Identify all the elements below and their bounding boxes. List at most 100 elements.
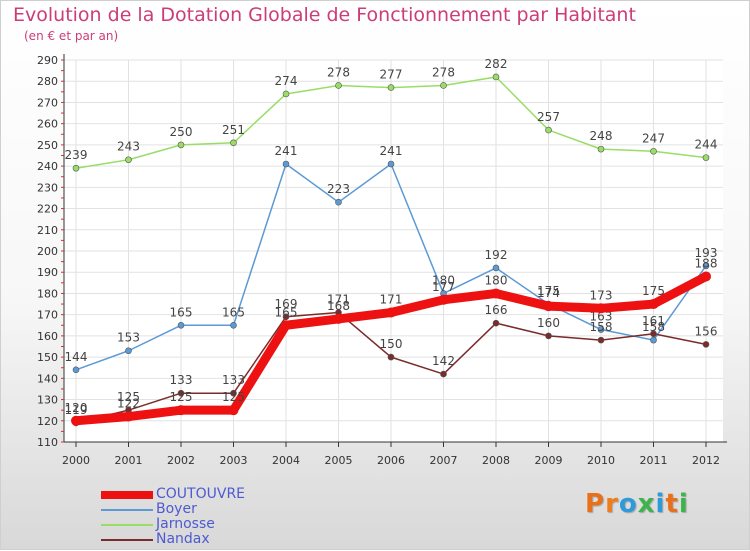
data-point-nandax bbox=[702, 341, 710, 348]
data-point-jarnosse bbox=[335, 82, 342, 89]
y-tick-label: 280 bbox=[37, 75, 58, 88]
y-tick-label: 290 bbox=[37, 54, 58, 67]
data-label-jarnosse: 243 bbox=[117, 140, 140, 154]
data-point-jarnosse bbox=[72, 164, 80, 172]
y-tick-label: 120 bbox=[37, 415, 58, 428]
data-point-boyer bbox=[702, 262, 710, 270]
data-label-nandax: 133 bbox=[170, 373, 193, 387]
data-label-nandax: 125 bbox=[117, 390, 140, 404]
y-tick-label: 200 bbox=[37, 245, 58, 258]
proxiti-logo: Proxiti bbox=[585, 489, 689, 519]
legend-label: Jarnosse bbox=[156, 516, 215, 532]
data-point-boyer bbox=[230, 321, 237, 329]
y-tick-label: 190 bbox=[37, 266, 58, 279]
x-tick-label: 2005 bbox=[325, 454, 353, 467]
data-label-boyer: 165 bbox=[170, 305, 193, 319]
y-tick-label: 160 bbox=[37, 330, 58, 343]
chart-subtitle: (en € et par an) bbox=[24, 29, 119, 43]
data-point-boyer bbox=[72, 366, 80, 374]
data-point-nandax bbox=[440, 370, 447, 378]
data-point-nandax bbox=[387, 353, 395, 361]
data-point-coutouvre bbox=[701, 271, 711, 282]
data-label-coutouvre: 171 bbox=[380, 293, 403, 307]
data-point-boyer bbox=[492, 264, 500, 272]
legend-swatch bbox=[101, 539, 153, 541]
data-label-boyer: 223 bbox=[327, 182, 350, 196]
data-label-coutouvre: 125 bbox=[222, 390, 245, 404]
y-tick-label: 250 bbox=[37, 139, 58, 152]
data-label-nandax: 156 bbox=[695, 324, 718, 338]
data-label-boyer: 241 bbox=[275, 144, 298, 158]
y-tick-label: 230 bbox=[37, 181, 58, 194]
x-tick-label: 2009 bbox=[535, 454, 563, 467]
data-label-nandax: 133 bbox=[222, 373, 245, 387]
data-label-jarnosse: 278 bbox=[327, 65, 350, 79]
data-point-coutouvre bbox=[123, 411, 134, 422]
x-tick-label: 2010 bbox=[587, 454, 615, 467]
data-point-nandax bbox=[492, 319, 500, 327]
data-point-boyer bbox=[282, 160, 290, 168]
data-label-boyer: 158 bbox=[642, 320, 665, 334]
x-tick-label: 2003 bbox=[220, 454, 248, 467]
data-point-boyer bbox=[177, 321, 185, 329]
y-tick-label: 240 bbox=[37, 160, 58, 173]
data-label-nandax: 158 bbox=[590, 320, 613, 334]
data-point-nandax bbox=[545, 332, 552, 340]
data-label-jarnosse: 274 bbox=[275, 74, 298, 88]
data-point-jarnosse bbox=[492, 73, 500, 81]
data-point-coutouvre bbox=[281, 320, 291, 331]
data-point-jarnosse bbox=[387, 84, 395, 91]
data-point-jarnosse bbox=[230, 139, 237, 147]
y-tick-label: 150 bbox=[37, 351, 58, 364]
data-label-coutouvre: 175 bbox=[642, 284, 665, 298]
legend-swatch bbox=[101, 524, 153, 526]
legend-label: Boyer bbox=[156, 501, 197, 517]
x-tick-label: 2006 bbox=[377, 454, 405, 467]
data-label-coutouvre: 168 bbox=[327, 299, 350, 313]
data-label-jarnosse: 244 bbox=[695, 138, 718, 152]
y-tick-label: 140 bbox=[37, 372, 58, 385]
data-label-coutouvre: 125 bbox=[170, 390, 193, 404]
data-point-coutouvre bbox=[543, 301, 554, 312]
y-tick-label: 170 bbox=[37, 309, 58, 322]
data-point-jarnosse bbox=[125, 156, 132, 164]
x-tick-label: 2004 bbox=[272, 454, 300, 467]
data-label-jarnosse: 248 bbox=[590, 129, 613, 143]
data-point-jarnosse bbox=[597, 145, 605, 153]
data-label-nandax: 142 bbox=[432, 354, 455, 368]
data-label-boyer: 180 bbox=[432, 273, 455, 287]
data-label-coutouvre: 120 bbox=[65, 401, 88, 415]
data-point-boyer bbox=[650, 336, 657, 344]
data-point-nandax bbox=[230, 389, 237, 397]
data-point-coutouvre bbox=[596, 303, 606, 314]
data-point-coutouvre bbox=[491, 288, 501, 299]
data-label-coutouvre: 177 bbox=[432, 280, 455, 294]
data-label-coutouvre: 122 bbox=[117, 397, 140, 411]
legend-label: COUTOUVRE bbox=[156, 486, 246, 502]
data-label-nandax: 171 bbox=[327, 293, 350, 307]
data-label-coutouvre: 165 bbox=[275, 305, 298, 319]
data-point-boyer bbox=[597, 326, 605, 333]
data-label-jarnosse: 251 bbox=[222, 123, 245, 137]
chart-title: Evolution de la Dotation Globale de Fonc… bbox=[13, 4, 636, 26]
data-label-boyer: 192 bbox=[485, 248, 508, 262]
data-point-coutouvre bbox=[438, 294, 449, 305]
data-label-jarnosse: 247 bbox=[642, 131, 665, 145]
x-tick-label: 2011 bbox=[640, 454, 668, 467]
legend-label: Nandax bbox=[156, 531, 210, 547]
data-point-coutouvre bbox=[228, 405, 239, 416]
x-tick-label: 2001 bbox=[115, 454, 143, 467]
data-point-nandax bbox=[597, 336, 605, 344]
x-tick-label: 2007 bbox=[430, 454, 458, 467]
data-label-nandax: 160 bbox=[537, 316, 560, 330]
y-tick-label: 110 bbox=[37, 436, 58, 449]
y-tick-label: 220 bbox=[37, 203, 58, 216]
data-label-boyer: 144 bbox=[65, 350, 88, 364]
data-point-coutouvre bbox=[71, 415, 81, 426]
data-label-jarnosse: 257 bbox=[537, 110, 560, 124]
data-label-jarnosse: 239 bbox=[65, 148, 88, 162]
y-tick-label: 260 bbox=[37, 118, 58, 131]
data-label-boyer: 193 bbox=[695, 246, 718, 260]
